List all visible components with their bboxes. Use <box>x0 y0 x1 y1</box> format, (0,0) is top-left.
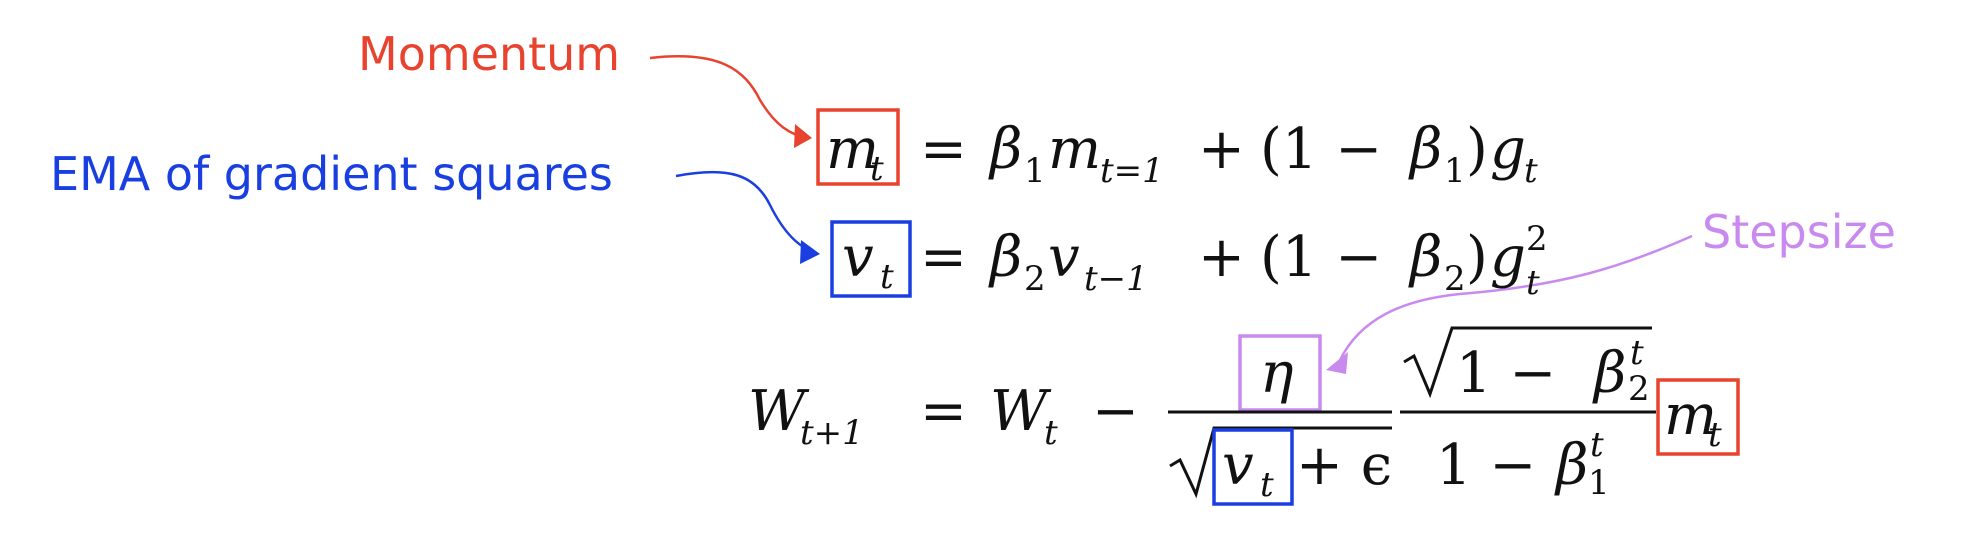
eq1-beta2-sub: 1 <box>1444 151 1466 191</box>
eq1-beta2: β <box>1408 117 1442 182</box>
eq2-g: g <box>1490 225 1526 290</box>
eq2-lhs-sub: t <box>880 257 894 297</box>
eq3-plus-eps: + ϵ <box>1296 433 1392 498</box>
eq1-equals: = <box>920 117 967 182</box>
eq3-beta-den-sub: 1 <box>1588 463 1610 503</box>
eq1-rparen: ) <box>1466 117 1488 182</box>
eq3-m: m <box>1664 383 1717 448</box>
eq3-den-one-minus: 1 − <box>1436 433 1536 498</box>
equation-ema: v t = β 2 v t−1 + (1 − β 2 ) g 2 t <box>830 219 1548 303</box>
eq2-beta2: β <box>1408 225 1442 290</box>
eq3-beta-den: β <box>1554 433 1588 498</box>
stepsize-label: Stepsize <box>1702 205 1896 259</box>
eq3-equals: = <box>920 379 967 444</box>
eq2-lparen: (1 − <box>1260 225 1382 290</box>
eq2-equals: = <box>920 225 967 290</box>
eq1-m: m <box>1048 117 1101 182</box>
eq3-beta-num: β <box>1592 341 1626 406</box>
momentum-highlight-box <box>816 108 900 186</box>
eq3-sqrt-sign-1 <box>1169 426 1392 499</box>
eq2-g-sub: t <box>1526 263 1540 303</box>
stepsize-highlight-box <box>1238 334 1322 412</box>
eq1-beta-sub: 1 <box>1024 151 1046 191</box>
eq3-eta: η <box>1260 341 1294 406</box>
eq3-v-sub: t <box>1260 465 1274 505</box>
eq3-v: v <box>1222 433 1254 498</box>
eq3-sqrt-sign-2 <box>1403 326 1652 399</box>
eq2-v-sub: t−1 <box>1084 259 1148 299</box>
eq3-m-sub: t <box>1708 415 1722 455</box>
eq3-lhs-sub: t+1 <box>800 413 864 453</box>
eq3-w-sub: t <box>1044 413 1058 453</box>
momentum-highlight-box-2 <box>1656 378 1740 456</box>
eq3-w: W <box>990 379 1052 444</box>
ema-arrow <box>675 170 820 264</box>
eq2-beta: β <box>988 225 1022 290</box>
eq2-beta2-sub: 2 <box>1444 259 1466 299</box>
eq2-rparen: ) <box>1466 225 1488 290</box>
ema-label: EMA of gradient squares <box>50 147 613 201</box>
eq3-beta-num-sub: 2 <box>1628 369 1650 409</box>
eq2-plus: + <box>1198 225 1245 290</box>
eq3-lhs-var: W <box>748 379 810 444</box>
eq2-lhs-var: v <box>842 225 874 290</box>
eq1-g-sub: t <box>1524 151 1538 191</box>
stepsize-arrow <box>1326 234 1693 374</box>
ema-highlight-box-2 <box>1212 428 1294 506</box>
eq2-beta-sub: 2 <box>1024 259 1046 299</box>
eq3-num-one-minus: 1 − <box>1456 341 1556 406</box>
eq3-minus: − <box>1092 379 1139 444</box>
eq1-g: g <box>1490 117 1526 182</box>
eq3-beta-num-sup: t <box>1630 333 1644 373</box>
momentum-label: Momentum <box>358 27 620 81</box>
momentum-arrow <box>649 55 812 148</box>
eq1-lparen: (1 − <box>1260 117 1382 182</box>
eq3-beta-den-sup: t <box>1590 425 1604 465</box>
eq2-g-sup: 2 <box>1526 219 1548 259</box>
ema-highlight-box <box>830 220 912 298</box>
eq1-lhs-sub: t <box>870 149 884 189</box>
equation-momentum: m t = β 1 m t=1 + (1 − β 1 ) g t <box>816 108 1538 191</box>
eq1-m-sub: t=1 <box>1100 151 1164 191</box>
eq1-beta: β <box>988 117 1022 182</box>
eq2-v: v <box>1048 225 1080 290</box>
eq1-plus: + <box>1198 117 1245 182</box>
equation-update: W t+1 = W t − η v t + ϵ 1 − β t 2 1 − β … <box>748 326 1740 506</box>
eq1-lhs-var: m <box>826 117 879 182</box>
